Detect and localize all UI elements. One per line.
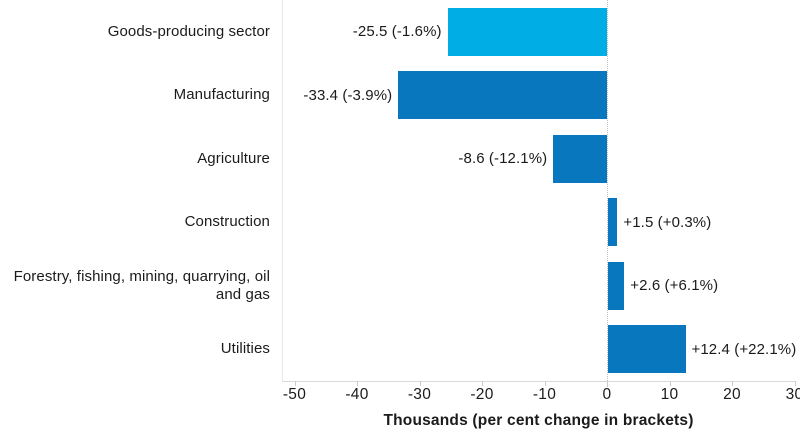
x-tick-mark-0 [607, 381, 608, 386]
bar-agriculture[interactable] [553, 134, 607, 183]
x-tick-mark-10 [669, 381, 671, 386]
x-tick-mark-30 [794, 381, 796, 386]
x-tick-mark--50 [294, 381, 296, 386]
category-label-goods-producing-sector: Goods-producing sector [107, 22, 270, 40]
x-tick-mark--30 [419, 381, 421, 386]
x-tick-label--20: -20 [470, 386, 494, 403]
x-tick-label--30: -30 [407, 386, 432, 403]
x-tick-label-0: 0 [602, 386, 612, 403]
bar-goods-producing-sector[interactable] [447, 7, 607, 56]
category-label-construction: Construction [184, 213, 270, 231]
x-tick-mark--20 [482, 381, 483, 386]
bar-utilities[interactable] [608, 325, 686, 374]
bar-manufacturing[interactable] [398, 71, 607, 120]
x-tick-label--50: -50 [282, 386, 307, 403]
value-label-construction: +1.5 (+0.3%) [623, 213, 712, 231]
bar-construction[interactable] [608, 198, 618, 247]
x-tick-mark-20 [732, 381, 733, 386]
x-tick-label--10: -10 [532, 386, 557, 403]
value-label-utilities: +12.4 (+22.1%) [691, 340, 797, 358]
category-label-utilities: Utilities [220, 340, 270, 358]
x-axis-title: Thousands (per cent change in brackets) [383, 412, 694, 429]
category-label-forestry-fishing-mining-quarrying-oil-and-gas: Forestry, fishing, mining, quarrying, oi… [13, 268, 270, 303]
value-label-forestry-fishing-mining-quarrying-oil-and-gas: +2.6 (+6.1%) [630, 277, 719, 295]
x-tick-mark--40 [357, 381, 358, 386]
x-tick-label--40: -40 [345, 386, 369, 403]
x-tick-label-30: 30 [785, 386, 800, 403]
category-axis: Goods-producing sector Manufacturing Agric… [0, 0, 270, 381]
x-tick-mark--10 [544, 381, 546, 386]
x-tick-label-20: 20 [723, 386, 741, 403]
category-label-agriculture: Agriculture [197, 149, 270, 167]
value-label-goods-producing-sector: -25.5 (-1.6%) [352, 23, 442, 41]
category-label-manufacturing: Manufacturing [173, 86, 270, 104]
zero-gridline [607, 0, 608, 387]
value-label-agriculture: -8.6 (-12.1%) [458, 150, 548, 168]
plot-area: -25.5 (-1.6%) -33.4 (-3.9%) -8.6 (-12.1%) +… [282, 0, 800, 403]
value-label-manufacturing: -33.4 (-3.9%) [303, 86, 393, 104]
x-tick-label-10: 10 [660, 386, 679, 403]
bar-forestry-fishing-mining-quarrying-oil-and-gas[interactable] [608, 261, 625, 310]
